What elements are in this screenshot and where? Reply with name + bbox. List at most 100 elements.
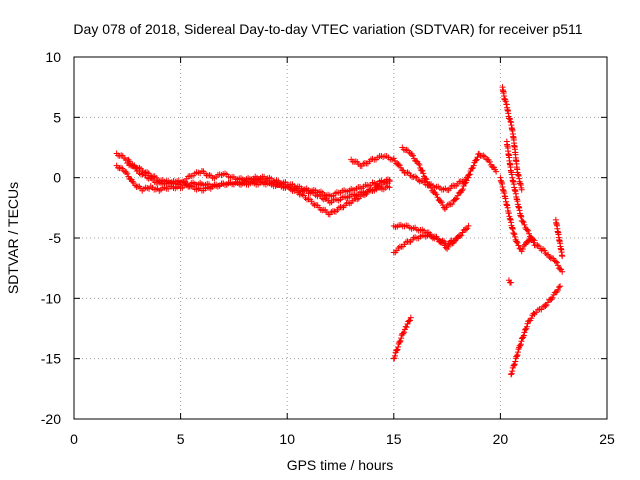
data-point <box>403 324 410 331</box>
data-point <box>512 233 519 240</box>
data-point <box>556 284 563 291</box>
data-point <box>395 245 402 252</box>
data-point <box>513 353 520 360</box>
data-point <box>515 346 522 353</box>
x-tick-label: 10 <box>279 431 295 447</box>
data-point <box>453 195 460 202</box>
data-point <box>554 262 561 269</box>
y-tick-label: -5 <box>49 230 62 246</box>
data-point <box>454 192 461 199</box>
data-point <box>117 164 124 171</box>
series-track-4 <box>348 152 472 194</box>
data-point <box>400 330 407 337</box>
x-tick-label: 20 <box>493 431 509 447</box>
data-point <box>524 226 531 233</box>
data-point <box>553 259 560 266</box>
data-point <box>401 329 408 336</box>
data-point <box>542 302 549 309</box>
data-point <box>559 268 566 275</box>
x-tick-label: 15 <box>386 431 402 447</box>
data-point <box>472 157 479 164</box>
data-point <box>407 317 414 324</box>
data-point <box>132 182 139 189</box>
series-track-7 <box>390 232 461 256</box>
y-axis-label: SDTVAR / TECUs <box>5 182 21 294</box>
y-tick-label: -15 <box>41 351 61 367</box>
data-point <box>518 338 525 345</box>
data-point <box>412 173 419 180</box>
data-point <box>517 342 524 349</box>
data-point <box>552 258 559 265</box>
x-tick-label: 5 <box>177 431 185 447</box>
data-point <box>442 244 449 251</box>
data-point <box>502 98 509 105</box>
data-point <box>521 221 528 228</box>
data-point <box>559 253 566 260</box>
data-point <box>393 347 400 354</box>
data-points <box>113 84 566 378</box>
data-point <box>526 230 533 237</box>
data-point <box>422 175 429 182</box>
grid-lines <box>74 57 607 419</box>
data-point <box>506 115 513 122</box>
data-point <box>463 177 470 184</box>
data-point <box>534 242 541 249</box>
data-point <box>449 240 456 247</box>
series-track-8 <box>390 314 414 362</box>
data-point <box>509 368 516 375</box>
data-point <box>520 219 527 226</box>
data-point <box>440 239 447 246</box>
data-point <box>541 247 548 254</box>
data-point <box>466 171 473 178</box>
data-point <box>446 241 453 248</box>
series-track-11 <box>503 138 566 275</box>
data-point <box>514 349 521 356</box>
data-point <box>398 335 405 342</box>
data-point <box>396 338 403 345</box>
x-tick-label: 0 <box>70 431 78 447</box>
data-point <box>425 181 432 188</box>
data-point <box>511 362 518 369</box>
chart-title: Day 078 of 2018, Sidereal Day-to-day VTE… <box>73 21 582 37</box>
data-point <box>510 230 517 237</box>
data-point <box>513 238 520 245</box>
y-tick-label: -20 <box>41 411 61 427</box>
data-point <box>403 146 410 153</box>
y-tick-label: 10 <box>45 49 61 65</box>
data-point <box>438 239 445 246</box>
y-tick-label: 0 <box>53 170 61 186</box>
data-point <box>549 294 556 301</box>
data-point <box>529 236 536 243</box>
data-point <box>444 201 451 208</box>
data-point <box>557 283 564 290</box>
data-point <box>454 235 461 241</box>
data-point <box>480 152 487 159</box>
data-point <box>508 279 515 286</box>
data-point <box>310 200 317 207</box>
data-point <box>137 185 144 192</box>
data-point <box>424 178 431 185</box>
data-point <box>514 352 521 359</box>
data-point <box>125 156 132 163</box>
data-point <box>470 162 477 169</box>
series-track-9 <box>499 84 525 193</box>
data-point <box>528 235 535 242</box>
axis-ticks: 0 5 10 15 20 25 -20 -15 -10 -5 0 5 10 <box>41 49 615 447</box>
data-point <box>386 184 393 191</box>
data-point <box>449 200 456 207</box>
data-point <box>518 186 525 193</box>
data-point <box>433 191 440 198</box>
data-point <box>554 287 561 294</box>
series-track-12 <box>508 283 564 378</box>
data-point <box>528 315 535 322</box>
data-point <box>522 326 529 333</box>
data-point <box>459 186 466 193</box>
data-point <box>409 152 416 159</box>
plot-frame <box>73 56 608 420</box>
y-tick-label: -10 <box>41 290 61 306</box>
data-point <box>511 231 518 238</box>
data-point <box>530 310 537 317</box>
data-point <box>507 118 514 125</box>
data-point <box>519 245 526 252</box>
